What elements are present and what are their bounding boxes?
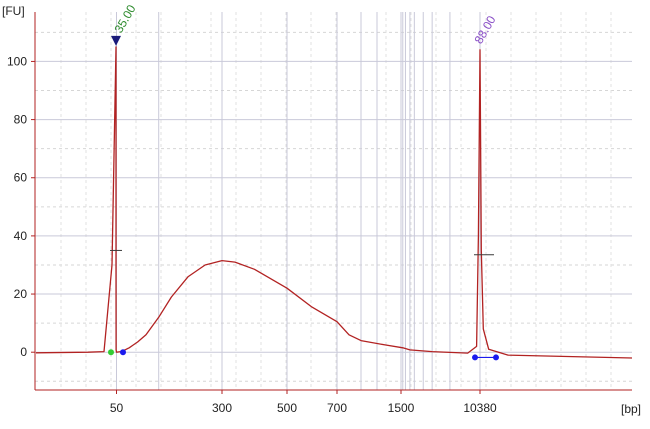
upper-marker-start-point — [472, 354, 478, 361]
axes: [FU] [bp] — [2, 4, 641, 416]
y-unit-label: [FU] — [2, 4, 25, 18]
y-tick-label: 0 — [20, 345, 27, 359]
lower-marker-triangle-icon — [111, 35, 121, 46]
x-tick-label: 500 — [277, 401, 297, 415]
trace — [35, 46, 633, 359]
x-tick-label: 1500 — [388, 401, 415, 415]
x-tick-labels: 50 300 500 700 1500 10380 — [110, 401, 497, 415]
y-tick-label: 60 — [14, 171, 28, 185]
x-unit-label: [bp] — [621, 402, 641, 416]
lower-marker-end-point — [120, 349, 126, 356]
grid — [31, 12, 632, 394]
upper-marker-end-point — [493, 354, 499, 361]
y-tick-labels: 0 20 40 60 80 100 — [7, 54, 27, 359]
x-tick-label: 300 — [212, 401, 232, 415]
lower-marker-start-point — [108, 349, 114, 356]
y-tick-label: 20 — [14, 287, 28, 301]
y-tick-label: 80 — [14, 113, 28, 127]
trace-line — [35, 46, 633, 359]
x-tick-label: 700 — [327, 401, 347, 415]
y-tick-label: 40 — [14, 229, 28, 243]
x-tick-label: 10380 — [463, 401, 497, 415]
plot-background — [35, 12, 632, 390]
y-tick-label: 100 — [7, 54, 27, 68]
x-tick-label: 50 — [110, 401, 124, 415]
